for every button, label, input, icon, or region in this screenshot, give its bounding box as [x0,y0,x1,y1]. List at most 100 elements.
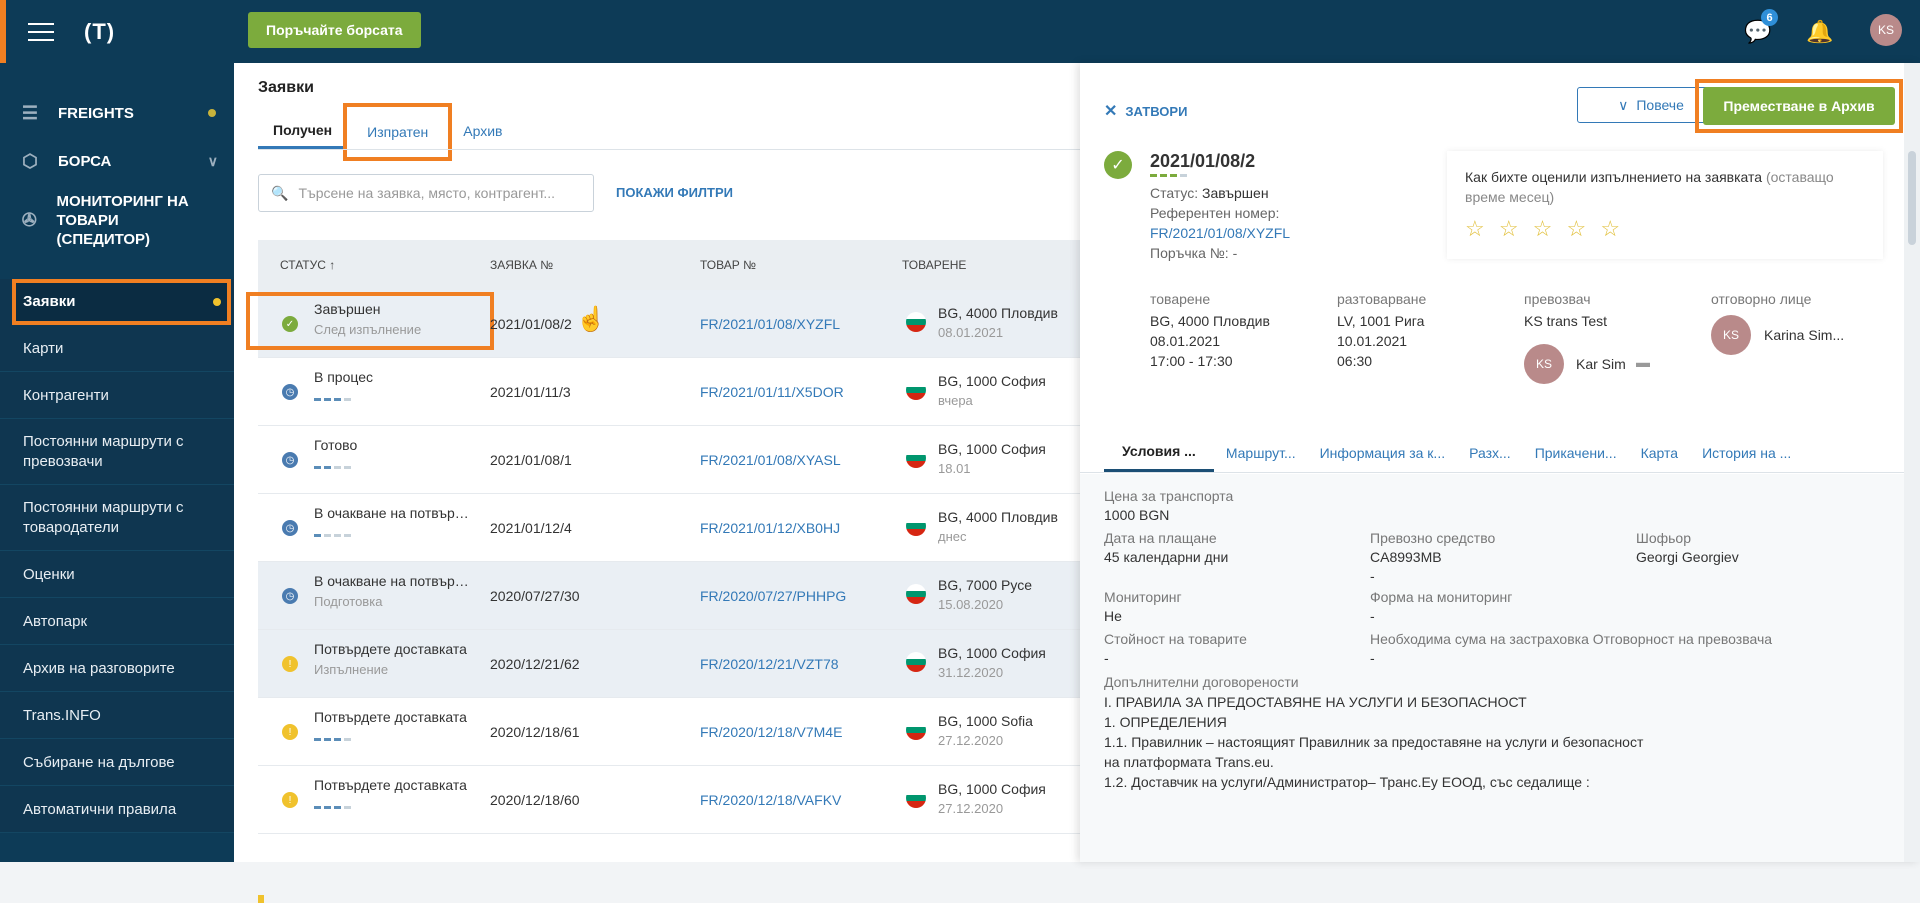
col-order-number[interactable]: ЗАЯВКА № [490,258,554,272]
tab-received[interactable]: Получен [258,113,348,149]
clock-icon: ◷ [282,452,298,468]
terms-text: I. ПРАВИЛА ЗА ПРЕДОСТАВЯНЕ НА УСЛУГИ И Б… [1104,694,1644,790]
progress-dashes [314,466,351,469]
divider [258,149,1080,150]
carrier-person: Kar Sim [1576,356,1626,372]
sidebar-item-carrier-routes[interactable]: Постоянни маршрути с превозвачи [0,419,234,485]
unloading-heading: разтоварване [1337,291,1427,307]
order-detail-panel: ✕ ЗАТВОРИ ∨ Повече Преместване в Архив ✓ 2… [1080,63,1920,862]
bg-flag-icon [906,380,926,400]
messages-icon[interactable]: 💬 6 [1740,9,1778,50]
box-icon: ⬡ [22,150,38,171]
star-rating[interactable]: ☆ ☆ ☆ ☆ ☆ [1465,216,1625,241]
exchange-button[interactable]: Поръчайте борсата [248,12,421,48]
user-avatar[interactable]: KS [1870,14,1902,46]
bg-flag-icon [906,584,926,604]
carrier-heading: превозвач [1524,291,1591,307]
sidebar-item-exchange[interactable]: ⬡ БОРСА ∨ [0,137,234,185]
cargo-link[interactable]: FR/2021/01/12/XB0HJ [700,520,841,536]
tabs: Получен Изпратен Архив [258,103,517,161]
bell-icon[interactable]: 🔔 [1806,19,1834,44]
cargo-link[interactable]: FR/2020/12/21/VZT78 [700,656,839,672]
table-row[interactable]: ◷ В очакване на потвърждение Подготовка … [258,562,1080,630]
pointer-cursor-icon: ☝ [576,306,606,333]
chat-icon[interactable]: ▬ [1636,354,1650,370]
warning-icon: ! [282,724,298,740]
avatar[interactable]: KS [1711,315,1751,355]
cargo-link[interactable]: FR/2021/01/08/XYASL [700,452,841,468]
search-input[interactable]: 🔍 Търсене на заявка, място, контрагент... [258,174,594,212]
col-cargo-number[interactable]: ТОВАР № [700,258,756,272]
table-row[interactable]: ✓ Завършен След изпълнение 2021/01/08/2 … [246,290,1080,358]
carrier-value: KS trans Test [1524,313,1608,329]
sidebar-item-chat-archive[interactable]: Архив на разговорите [0,645,234,692]
more-button[interactable]: ∨ Повече [1577,87,1725,123]
rating-box: Как бихте оценили изпълнението на заявка… [1447,151,1883,259]
col-status[interactable]: СТАТУС ↑ [280,258,336,272]
bg-flag-icon [906,516,926,536]
warning-icon: ! [282,656,298,672]
table-row[interactable]: ! Потвърдете доставката 2020/12/18/60 FR… [258,766,1080,834]
tab-sent[interactable]: Изпратен [343,103,453,161]
sidebar-header: (T) [0,0,234,63]
tab-costs[interactable]: Разх... [1469,444,1511,461]
clock-icon: ◷ [282,384,298,400]
cargo-link[interactable]: FR/2020/07/27/PHHPG [700,588,847,604]
sidebar-item-freights[interactable]: ☰ FREIGHTS [0,89,234,137]
close-button[interactable]: ✕ ЗАТВОРИ [1104,103,1188,120]
tab-archive[interactable]: Архив [463,123,503,139]
show-filters-link[interactable]: ПОКАЖИ ФИЛТРИ [616,185,733,200]
warning-icon: ! [282,792,298,808]
tab-attachments[interactable]: Прикачени... [1534,444,1617,461]
sidebar-item-fleet[interactable]: Автопарк [0,598,234,645]
bg-flag-icon [906,788,926,808]
progress-dashes [314,534,351,537]
responsible-heading: отговорно лице [1711,291,1812,307]
sidebar-item-shipper-routes[interactable]: Постоянни маршрути с товародатели [0,485,234,551]
sidebar-item-transinfo[interactable]: Trans.INFO [0,692,234,739]
bg-flag-icon [906,312,926,332]
sidebar-item-maps[interactable]: Карти [0,325,234,372]
sidebar-item-monitoring[interactable]: ✇ МОНИТОРИНГ НА ТОВАРИ (СПЕДИТОР) [0,185,234,255]
clock-icon: ◷ [282,588,298,604]
cargo-link[interactable]: FR/2021/01/08/XYZFL [700,316,841,332]
cargo-link[interactable]: FR/2020/12/18/VAFKV [700,792,842,808]
move-to-archive-button[interactable]: Преместване в Архив [1703,87,1895,125]
notification-dot [213,297,221,306]
sidebar: (T) ☰ FREIGHTS ⬡ БОРСА ∨ ✇ МОНИТОРИНГ НА ТОВ… [0,0,234,862]
progress-dashes [1150,174,1187,177]
tab-history[interactable]: История на ... [1702,444,1792,461]
col-loading[interactable]: ТОВАРЕНЕ [902,258,967,272]
table-row[interactable]: ! Потвърдете доставката 2020/12/18/61 FR… [258,698,1080,766]
unloading-values: LV, 1001 Рига 10.01.2021 06:30 [1337,313,1425,369]
bg-flag-icon [906,448,926,468]
sidebar-item-ratings[interactable]: Оценки [0,551,234,598]
sidebar-item-orders[interactable]: Заявки [12,279,231,325]
highlight-box [246,292,494,350]
top-bar: Поръчайте борсата 💬 6 🔔 KS [234,0,1920,63]
search-icon: 🔍 [271,184,289,201]
sidebar-item-auto-rules[interactable]: Автоматични правила [0,786,234,833]
ref-label: Референтен номер: [1150,205,1280,221]
scrollbar[interactable] [1904,63,1920,862]
table-row[interactable]: ◷ В процес 2021/01/11/3 FR/2021/01/11/X5… [258,358,1080,426]
tab-map[interactable]: Карта [1640,444,1679,461]
avatar[interactable]: KS [1524,344,1564,384]
tab-route[interactable]: Маршрут... [1225,444,1296,461]
table-header: СТАТУС ↑ ЗАЯВКА № ТОВАР № ТОВАРЕНЕ [258,240,1080,290]
cargo-link[interactable]: FR/2021/01/11/X5DOR [700,384,844,400]
menu-icon[interactable] [28,22,54,41]
order-number: 2021/01/08/2 [1150,151,1256,171]
tab-info[interactable]: Информация за к... [1319,444,1446,461]
status-field: Статус: Завършен [1150,185,1269,201]
ref-link[interactable]: FR/2021/01/08/XYZFL [1150,225,1291,241]
table-row[interactable]: ! Потвърдете доставката Изпълнение 2020/… [258,630,1080,698]
sidebar-item-debt-collection[interactable]: Събиране на дългове [0,739,234,786]
table-row[interactable]: ◷ Готово 2021/01/08/1 FR/2021/01/08/XYAS… [258,426,1080,494]
check-icon: ✓ [1104,151,1132,179]
tab-conditions[interactable]: Условия ... [1104,433,1214,472]
cargo-link[interactable]: FR/2020/12/18/V7M4E [700,724,843,740]
logo[interactable]: (T) [84,18,116,44]
table-row[interactable]: ◷ В очакване на потвърждение 2021/01/12/… [258,494,1080,562]
sidebar-item-contractors[interactable]: Контрагенти [0,372,234,419]
